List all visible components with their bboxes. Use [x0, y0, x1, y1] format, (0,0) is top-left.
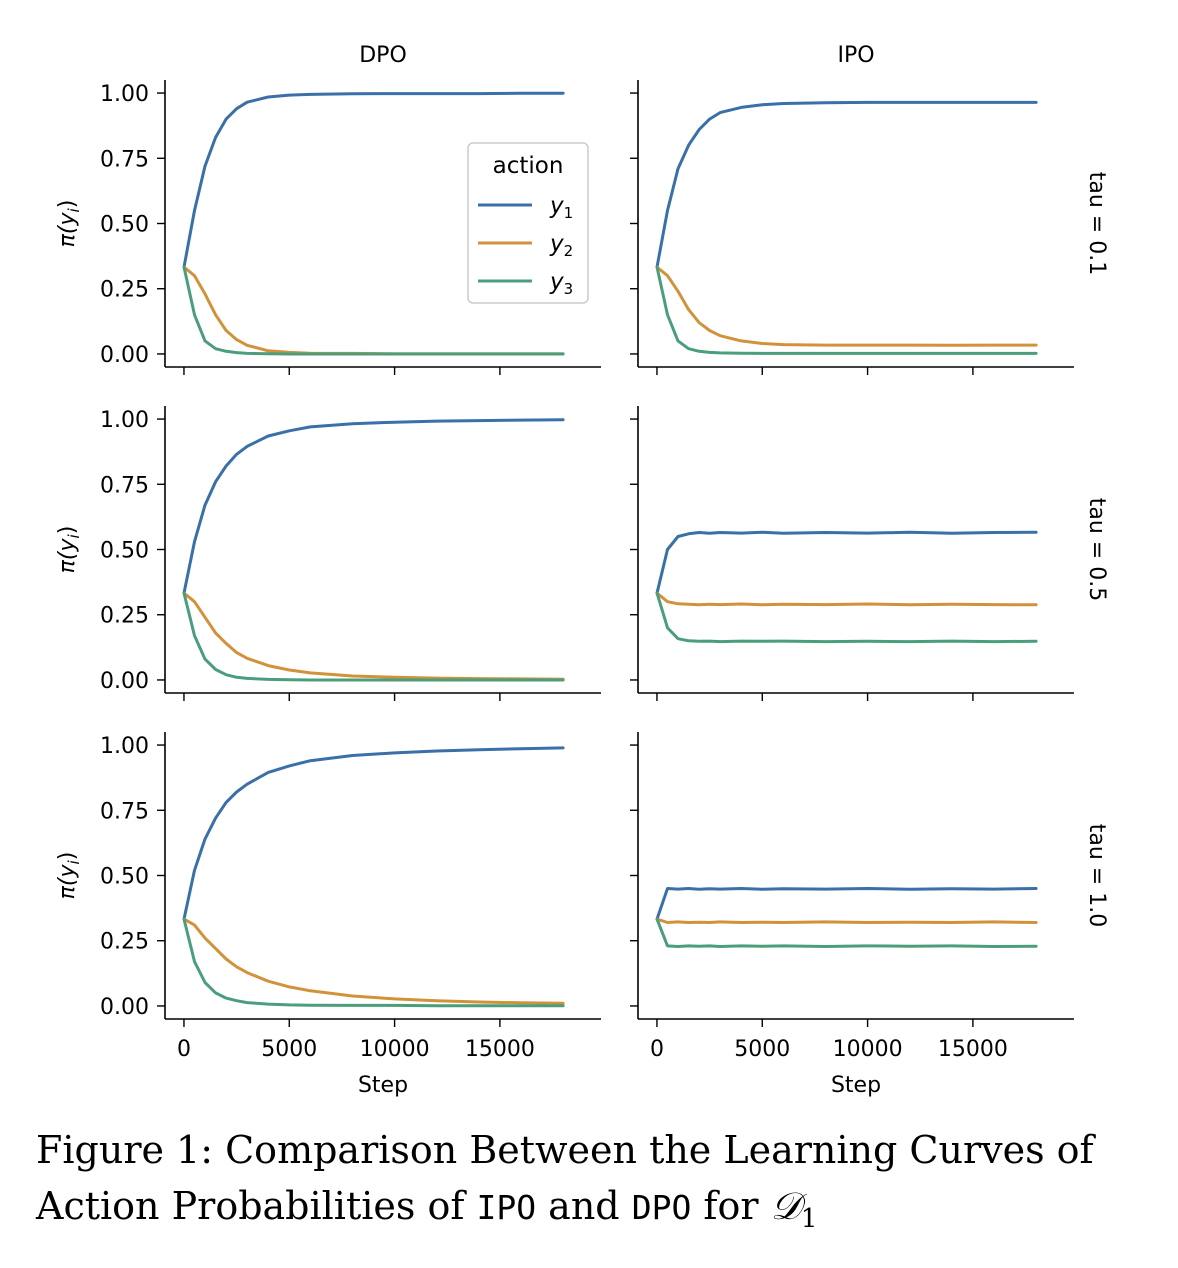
legend-title: action [493, 153, 564, 179]
panel-2-ipo-series-y1 [655, 530, 1038, 595]
y-tick-label: 0.25 [100, 930, 149, 955]
panel-1-ipo-series-y1 [655, 100, 1038, 269]
y-tick-label: 0.25 [100, 604, 149, 629]
x-tick-label: 10000 [360, 1037, 430, 1062]
y-axis-label: π(yi) [55, 200, 83, 248]
legend-label-y2: y2 [549, 231, 573, 260]
caption-method-ipo: IPO [476, 1188, 537, 1227]
legend-box [467, 142, 589, 304]
y-tick-label: 0.75 [100, 147, 149, 172]
column-title-ipo: IPO [837, 43, 874, 68]
y-axis-label: π(yi) [55, 852, 83, 900]
panel-3-ipo-series-y1 [655, 887, 1038, 921]
panel-2-dpo-series-y2 [182, 591, 565, 681]
legend-label-y3: y3 [549, 269, 573, 298]
row-title-2: tau = 0.5 [1084, 498, 1109, 601]
x-axis-label-ipo: Step [831, 1073, 881, 1098]
panel-2-dpo-series-y3 [182, 591, 565, 682]
row-title-1: tau = 0.1 [1084, 172, 1109, 275]
x-tick-label: 0 [650, 1037, 664, 1062]
y-tick-label: 0.75 [100, 799, 149, 824]
y-axis-label: π(yi) [55, 526, 83, 574]
column-title-dpo: DPO [359, 43, 407, 68]
y-tick-label: 0.75 [100, 473, 149, 498]
caption-method-dpo: DPO [631, 1188, 692, 1227]
caption-suffix: for [691, 1184, 771, 1228]
x-tick-label: 15000 [465, 1037, 535, 1062]
x-tick-label: 5000 [261, 1037, 317, 1062]
y-tick-label: 0.00 [100, 669, 149, 694]
y-tick-label: 0.50 [100, 865, 149, 890]
panel-1-ipo-series-y3 [655, 265, 1038, 355]
y-tick-label: 0.00 [100, 343, 149, 368]
panel-3-dpo-series-y3 [182, 917, 565, 1008]
y-tick-label: 1.00 [100, 408, 149, 433]
x-tick-label: 0 [177, 1037, 191, 1062]
panel-3-dpo-series-y1 [182, 746, 565, 921]
caption-prefix: Figure 1: Comparison Between the Learnin… [36, 1128, 1094, 1228]
caption-conjunction: and [536, 1184, 632, 1228]
y-tick-label: 1.00 [100, 734, 149, 759]
panel-1-dpo-series-y3 [182, 265, 565, 356]
x-tick-label: 5000 [734, 1037, 790, 1062]
x-axis-label-dpo: Step [358, 1073, 408, 1098]
figure-caption: Figure 1: Comparison Between the Learnin… [36, 1122, 1146, 1247]
panel-1-ipo-series-y2 [655, 265, 1038, 347]
caption-dataset-subscript: 1 [800, 1204, 818, 1234]
y-tick-label: 0.50 [100, 213, 149, 238]
panel-3-ipo-series-y2 [655, 917, 1038, 924]
y-tick-label: 0.00 [100, 995, 149, 1020]
panel-2-ipo-series-y2 [655, 591, 1038, 607]
x-tick-label: 10000 [833, 1037, 903, 1062]
y-tick-label: 0.25 [100, 278, 149, 303]
panel-2-ipo-series-y3 [655, 591, 1038, 644]
panel-2-dpo-series-y1 [182, 418, 565, 595]
panel-1-dpo-series-y1 [182, 91, 565, 269]
panel-3-dpo-series-y2 [182, 917, 565, 1005]
caption-dataset-symbol: 𝒟 [770, 1184, 801, 1228]
legend-label-y1: y1 [549, 193, 573, 222]
y-tick-label: 0.50 [100, 539, 149, 564]
facet-line-chart: DPO IPO 0.00 0.25 0.50 0.75 1.00 π(yi) tau = 0.1… [55, 43, 1109, 1098]
y-tick-label: 1.00 [100, 82, 149, 107]
panel-3-ipo-series-y3 [655, 917, 1038, 948]
row-title-3: tau = 1.0 [1084, 824, 1109, 927]
x-tick-label: 15000 [938, 1037, 1008, 1062]
